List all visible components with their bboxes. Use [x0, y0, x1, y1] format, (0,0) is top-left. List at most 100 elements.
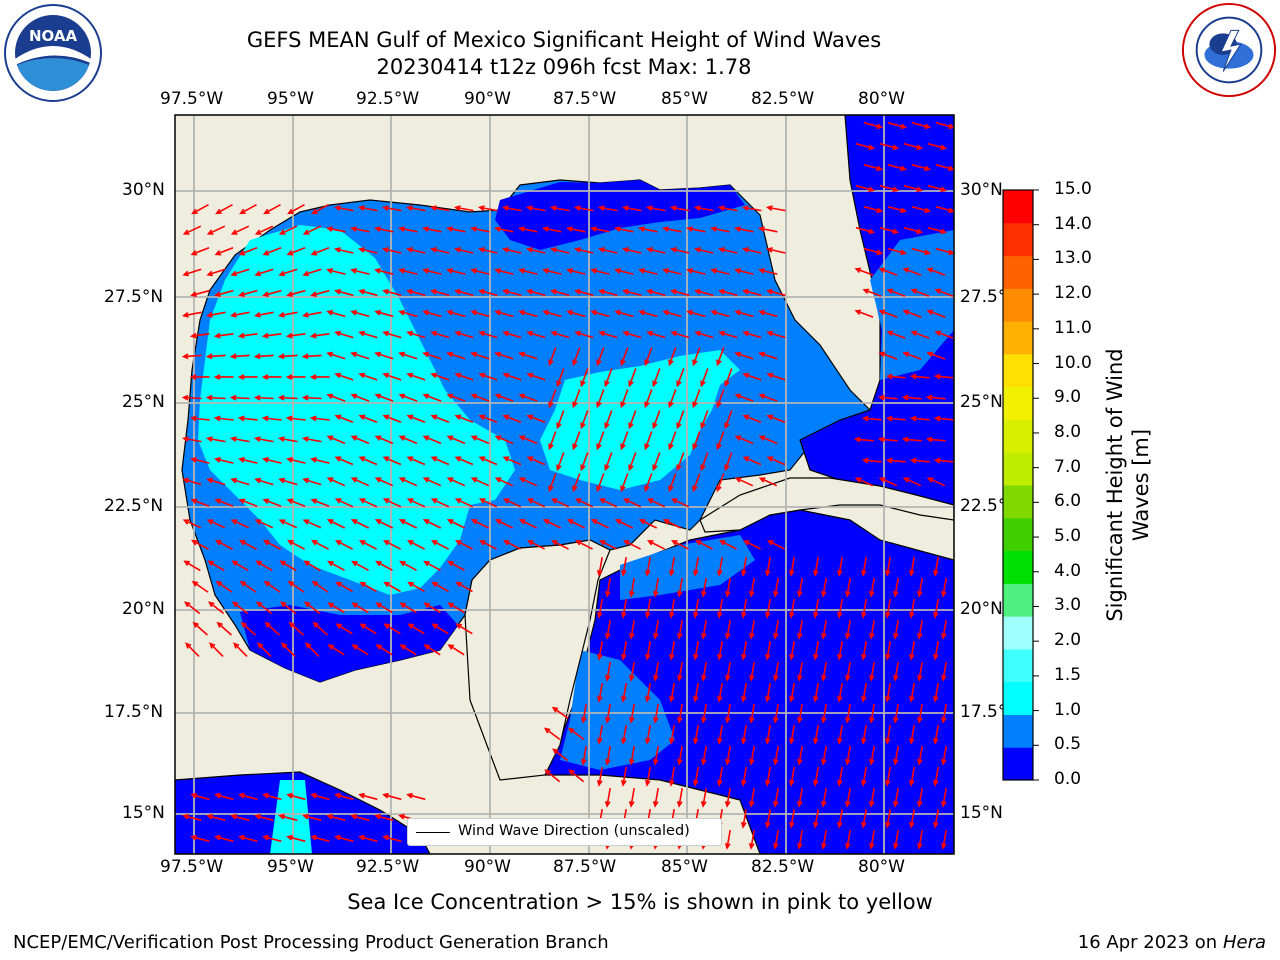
wind-wave-arrow [836, 556, 843, 577]
wind-wave-arrow [911, 205, 932, 214]
wind-wave-arrow [230, 225, 250, 235]
lon-label: 82.5°W [751, 89, 815, 109]
wind-wave-arrow [373, 226, 394, 233]
wind-wave-arrow [911, 121, 932, 130]
wind-wave-arrow [551, 706, 569, 719]
colorbar-tick-label: 12.0 [1054, 283, 1092, 304]
wind-wave-arrow [556, 368, 565, 388]
lon-label: 82.5°W [751, 857, 815, 877]
wind-wave-arrow [502, 205, 522, 212]
wind-wave-arrow [454, 205, 474, 212]
wind-wave-arrow [766, 205, 786, 212]
wind-wave-arrow [916, 745, 923, 766]
wind-wave-arrow [494, 268, 514, 275]
wind-wave-arrow [214, 539, 233, 550]
wind-wave-arrow [350, 435, 370, 445]
wind-wave-arrow [580, 703, 587, 724]
map-frame [174, 114, 955, 855]
wind-wave-arrow [590, 309, 610, 318]
wind-wave-arrow [230, 311, 250, 318]
wind-wave-arrow [901, 436, 922, 443]
wind-wave-arrow [589, 226, 610, 233]
colorbar-segment [1003, 517, 1033, 552]
wind-wave-arrow [836, 598, 843, 619]
colorbar-segment [1003, 452, 1033, 486]
wind-wave-arrow [580, 745, 587, 766]
lon-label: 90°W [464, 89, 511, 109]
wind-wave-arrow [406, 414, 426, 423]
wind-wave-arrow [596, 473, 605, 493]
wind-wave-arrow [374, 351, 394, 360]
lon-label: 95°W [267, 857, 314, 877]
wind-wave-arrow [652, 410, 661, 430]
wind-wave-arrow [311, 203, 329, 215]
wind-wave-arrow [644, 640, 651, 661]
wind-wave-arrow [381, 247, 402, 254]
wind-wave-arrow [884, 556, 891, 577]
wind-wave-arrow [604, 577, 611, 598]
wind-wave-arrow [312, 621, 328, 636]
wind-wave-arrow [454, 289, 474, 297]
wind-wave-arrow [604, 619, 611, 640]
wind-wave-arrow [604, 703, 611, 724]
wind-wave-arrow [421, 226, 442, 233]
wind-wave-arrow [925, 436, 946, 443]
wind-wave-arrow [302, 311, 322, 318]
wind-wave-arrow [205, 353, 226, 360]
wind-wave-arrow [604, 787, 611, 808]
colorbar-label-line2: Waves [m] [1129, 428, 1153, 542]
wind-wave-arrow [886, 330, 906, 339]
lat-label: 25°N [960, 392, 1003, 412]
wind-wave-arrow [716, 640, 723, 661]
wind-wave-arrow [700, 703, 707, 724]
wind-wave-arrow [863, 163, 884, 172]
colorbar-tick-label: 5.0 [1054, 526, 1082, 547]
wind-wave-arrow [526, 414, 546, 423]
wind-wave-arrow [932, 808, 939, 829]
wind-wave-arrow [597, 247, 618, 254]
wind-wave-arrow [430, 414, 450, 423]
wind-wave-arrow [556, 410, 565, 430]
wind-wave-arrow [502, 498, 522, 508]
wind-wave-arrow [494, 309, 514, 318]
wind-wave-arrow [700, 452, 709, 472]
wind-wave-arrow [878, 309, 898, 318]
wind-wave-arrow [351, 602, 369, 614]
colorbar-tick-label: 15.0 [1054, 179, 1092, 199]
wind-wave-arrow [190, 539, 209, 550]
wind-wave-arrow [580, 368, 589, 388]
wind-wave-arrow [620, 598, 627, 619]
wind-wave-arrow [909, 415, 930, 422]
wind-wave-arrow [326, 519, 346, 529]
wind-wave-arrow [407, 623, 425, 635]
legend-line-sample [416, 832, 450, 833]
wind-wave-arrow [668, 389, 677, 409]
wind-wave-arrow [868, 829, 875, 850]
wind-wave-arrow [604, 452, 613, 472]
wind-wave-arrow [710, 268, 730, 275]
wind-wave-arrow [375, 644, 393, 656]
wind-wave-arrow [596, 724, 603, 745]
wind-wave-arrow [860, 724, 867, 745]
wind-wave-arrow [382, 289, 402, 297]
wind-wave-arrow [574, 289, 594, 297]
wind-wave-arrow [892, 661, 899, 682]
wind-wave-arrow [668, 598, 675, 619]
wind-wave-arrow [927, 226, 948, 235]
wind-wave-arrow [638, 309, 658, 318]
wind-wave-arrow [238, 457, 258, 464]
wind-wave-arrow [910, 330, 930, 339]
wind-wave-arrow [796, 829, 803, 850]
wind-wave-arrow [374, 519, 394, 529]
wind-wave-arrow [933, 415, 954, 422]
wind-wave-arrow [885, 415, 906, 422]
wind-wave-arrow [903, 142, 924, 151]
wind-wave-arrow [567, 727, 585, 741]
wind-wave-arrow [431, 623, 449, 635]
wind-wave-arrow [548, 347, 557, 367]
wind-wave-arrow [879, 142, 900, 151]
wind-wave-arrow [590, 519, 610, 529]
wind-wave-arrow [879, 226, 900, 235]
wind-wave-arrow [716, 347, 725, 367]
wind-wave-arrow [278, 311, 298, 318]
